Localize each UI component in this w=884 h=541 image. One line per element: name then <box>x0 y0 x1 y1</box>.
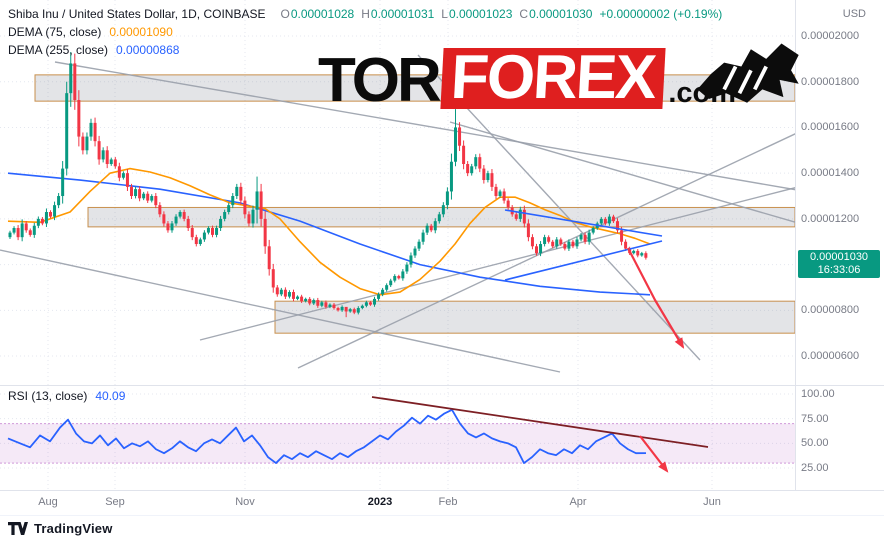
high-value: 0.00001031 <box>370 7 435 21</box>
price-axis-label: 0.00001600 <box>801 121 860 134</box>
price-axis-label: 0.00000800 <box>801 304 860 317</box>
open-label: O <box>280 7 290 21</box>
rsi-trendline <box>371 396 709 448</box>
price-axis[interactable]: 0.00001030 16:33:06 0.00002000 0.00001800… <box>796 0 884 490</box>
trendline <box>54 61 795 191</box>
open-value: 0.00001028 <box>290 7 355 21</box>
price-badge: 0.00001030 16:33:06 <box>798 249 880 278</box>
price-axis-label: 0.00001400 <box>801 167 860 180</box>
tradingview-brand[interactable]: TradingView <box>34 521 113 536</box>
projection-arrow <box>627 247 685 349</box>
wedge-line <box>504 240 663 281</box>
footer-bar: TradingView <box>0 515 884 541</box>
dema255-line <box>7 172 651 296</box>
rsi-axis-label: 100.00 <box>801 388 835 400</box>
rsi-legend-row[interactable]: RSI (13, close) 40.09 <box>8 389 125 403</box>
time-axis-label: Jun <box>703 496 721 508</box>
wedge-pattern <box>504 209 663 281</box>
price-chart-canvas[interactable] <box>0 0 884 490</box>
time-axis-label: 2023 <box>367 496 393 508</box>
rsi-arrow <box>639 435 669 473</box>
rsi-name: RSI (13, close) <box>8 389 88 403</box>
candlestick-series <box>8 52 648 318</box>
rsi-axis-label: 75.00 <box>801 412 829 425</box>
trendline <box>0 249 561 373</box>
chart-layers <box>0 0 795 490</box>
time-axis-label: Aug <box>38 496 58 508</box>
time-axis[interactable]: Aug Sep Nov 2023 Feb Apr Jun <box>0 490 884 515</box>
price-axis-label: 0.00001800 <box>801 75 860 88</box>
symbol-row[interactable]: Shiba Inu / United States Dollar, 1D, CO… <box>8 5 722 23</box>
rsi-axis-label: 25.00 <box>801 462 829 474</box>
indicator-row-dema75[interactable]: DEMA (75, close) 0.00001090 <box>8 23 722 41</box>
dema75-name: DEMA (75, close) <box>8 25 102 39</box>
symbol-title: Shiba Inu / United States Dollar, 1D, CO… <box>8 7 266 21</box>
grid <box>0 0 795 490</box>
low-value: 0.00001023 <box>448 7 513 21</box>
currency-label: USD <box>842 8 866 20</box>
high-label: H <box>361 7 370 21</box>
trendlines <box>0 54 795 373</box>
rsi-axis-label: 50.00 <box>801 437 829 450</box>
zone <box>87 206 795 228</box>
price-axis-label: 0.00000600 <box>801 350 860 363</box>
tradingview-icon[interactable] <box>8 521 28 536</box>
last-price: 0.00001030 <box>809 250 869 263</box>
time-axis-label: Apr <box>569 496 587 508</box>
wedge-line <box>504 209 663 237</box>
dema75-value: 0.00001090 <box>109 25 173 39</box>
price-axis-label: 0.00002000 <box>801 30 860 42</box>
trendline <box>449 121 795 223</box>
dema255-name: DEMA (255, close) <box>8 43 109 57</box>
time-axis-label: Feb <box>438 496 458 508</box>
close-value: 0.00001030 <box>529 7 593 21</box>
trendline <box>297 133 795 369</box>
low-label: L <box>441 7 448 21</box>
rsi-pane <box>0 396 795 473</box>
rsi-value: 40.09 <box>95 389 126 403</box>
price-zones <box>34 74 795 334</box>
dema255-value: 0.00000868 <box>116 43 180 57</box>
zone <box>274 300 795 334</box>
price-axis-label: 0.00001200 <box>801 212 860 225</box>
time-axis-label: Sep <box>105 496 125 508</box>
bar-countdown: 16:33:06 <box>817 263 861 276</box>
rsi-line <box>7 408 647 464</box>
close-label: C <box>519 7 529 21</box>
time-axis-label: Nov <box>235 496 255 508</box>
change-value: +0.00000002 (+0.19%) <box>599 7 723 21</box>
dema75-line <box>7 167 651 296</box>
zone <box>34 74 795 102</box>
indicator-row-dema255[interactable]: DEMA (255, close) 0.00000868 <box>8 41 722 59</box>
chart-legend: Shiba Inu / United States Dollar, 1D, CO… <box>8 5 722 59</box>
